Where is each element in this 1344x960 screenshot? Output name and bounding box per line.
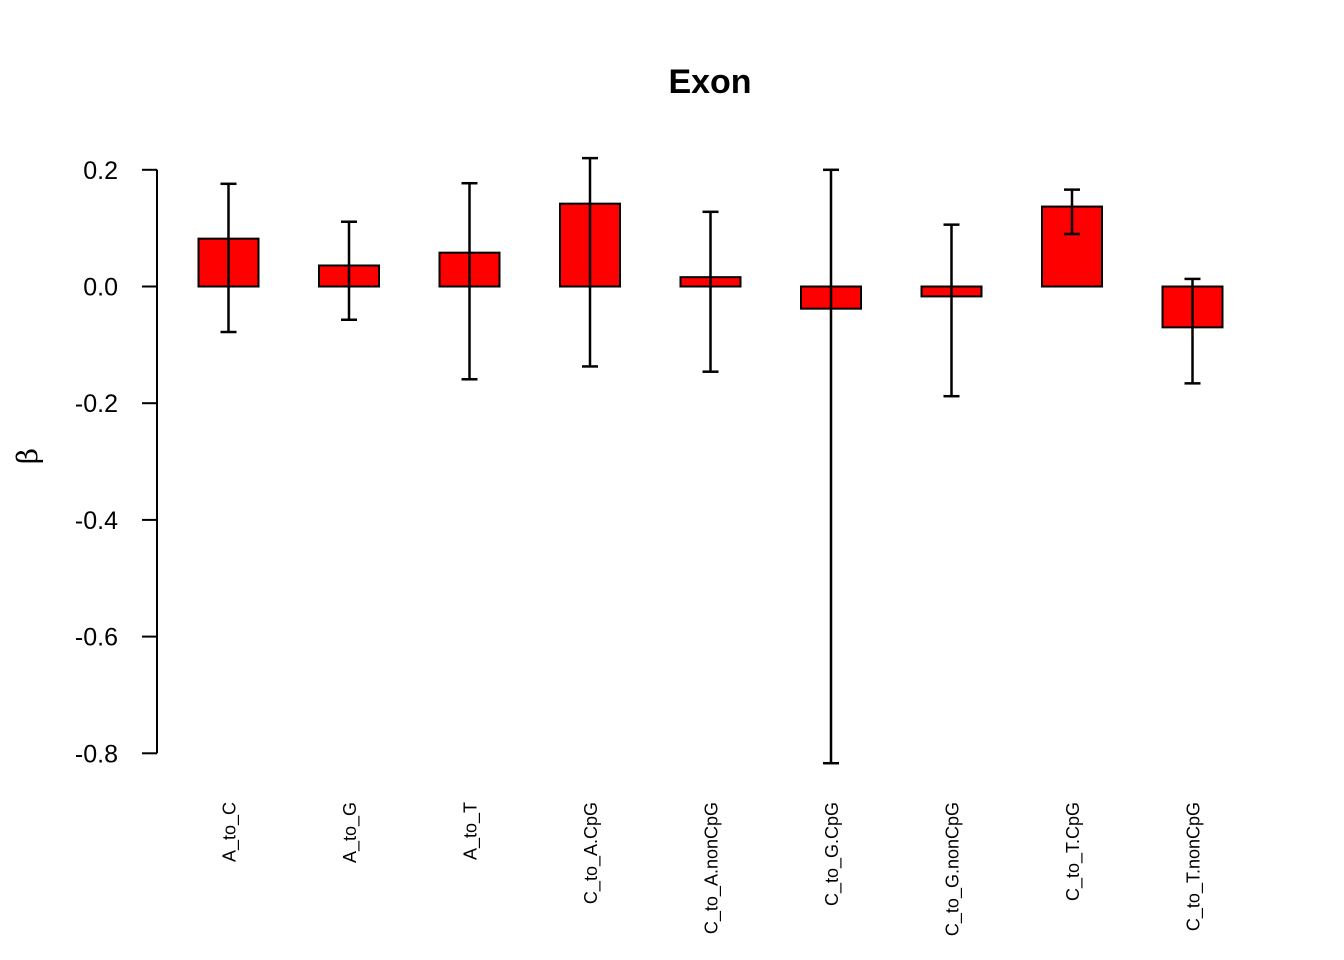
y-tick-label: -0.8 — [75, 740, 118, 768]
x-tick-label: C_to_G.CpG — [822, 802, 843, 906]
y-tick-label: -0.2 — [75, 390, 118, 418]
y-tick-label: -0.4 — [75, 507, 118, 535]
x-tick-label: A_to_G — [340, 802, 361, 863]
x-tick-label: C_to_G.nonCpG — [943, 802, 964, 936]
x-tick-labels: A_to_C A_to_G A_to_T C_to_A.CpG C_to_A.nonCp… — [220, 802, 1205, 936]
y-tick-label: -0.6 — [75, 624, 118, 652]
x-tick-label: C_to_T.nonCpG — [1184, 802, 1205, 931]
error-bars — [220, 156, 1201, 765]
x-tick-label: A_to_C — [220, 802, 241, 862]
y-axis-label: β — [11, 448, 44, 464]
x-tick-label: C_to_A.CpG — [581, 802, 602, 904]
y-tick-label: 0.2 — [83, 157, 118, 185]
y-tick-label: 0.0 — [83, 274, 118, 302]
x-tick-label: A_to_T — [461, 802, 482, 860]
chart-title: Exon — [668, 63, 751, 101]
x-tick-label: C_to_A.nonCpG — [702, 802, 723, 934]
x-tick-label: C_to_T.CpG — [1063, 802, 1084, 901]
y-axis: 0.2 0.0 -0.2 -0.4 -0.6 -0.8 — [75, 157, 158, 768]
